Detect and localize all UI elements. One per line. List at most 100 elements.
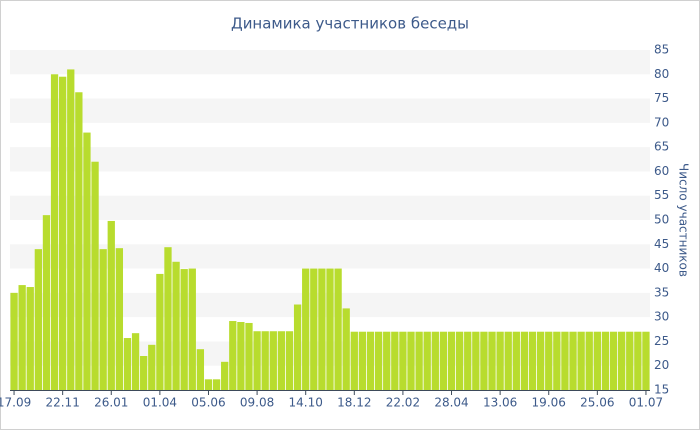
- bar: [245, 322, 253, 390]
- bar: [204, 379, 213, 390]
- bar: [310, 268, 318, 390]
- bar: [59, 76, 67, 390]
- x-tick-label: 25.06: [580, 396, 614, 410]
- bar: [447, 331, 456, 390]
- x-tick-label: 01.07: [629, 396, 663, 410]
- bar: [10, 292, 18, 390]
- bar: [366, 331, 375, 390]
- bar: [172, 261, 180, 390]
- bar: [350, 331, 358, 390]
- x-tick-label: 05.06: [191, 396, 225, 410]
- y-tick-label: 55: [654, 188, 669, 202]
- bar: [269, 331, 277, 390]
- bar: [618, 331, 626, 390]
- bar: [67, 69, 75, 390]
- grid-band: [10, 147, 650, 172]
- x-tick-label: 22.11: [45, 396, 79, 410]
- bar: [407, 331, 415, 390]
- bar: [302, 268, 310, 390]
- x-tick-label: 19.06: [532, 396, 566, 410]
- bar: [480, 331, 488, 390]
- bar: [464, 331, 472, 390]
- bar: [488, 331, 496, 390]
- y-tick-label: 40: [654, 261, 669, 275]
- bar: [277, 331, 286, 390]
- bar: [164, 247, 172, 390]
- bar: [585, 331, 593, 390]
- bar: [253, 331, 261, 390]
- bar: [334, 268, 342, 390]
- bar: [601, 331, 610, 390]
- y-tick-label: 80: [654, 67, 669, 81]
- bar: [577, 331, 585, 390]
- bar: [626, 331, 634, 390]
- x-tick-label: 09.08: [240, 396, 274, 410]
- bar: [512, 331, 520, 390]
- bar: [293, 304, 302, 390]
- bar: [261, 331, 269, 390]
- bar: [99, 249, 107, 390]
- grid-band: [10, 195, 650, 220]
- bar: [374, 331, 383, 390]
- y-tick-label: 60: [654, 164, 669, 178]
- x-tick-label: 01.04: [143, 396, 177, 410]
- bar: [221, 361, 229, 390]
- bar: [229, 321, 237, 390]
- bar: [50, 74, 59, 391]
- bar: [634, 331, 642, 390]
- bar: [472, 331, 480, 390]
- bar: [439, 331, 448, 390]
- bar: [115, 248, 124, 390]
- bar: [528, 331, 537, 390]
- bar: [520, 331, 529, 390]
- bar: [423, 331, 431, 390]
- bar: [391, 331, 399, 390]
- bar: [593, 331, 601, 390]
- bar: [34, 249, 42, 390]
- bar: [496, 331, 504, 390]
- bar: [399, 331, 407, 390]
- bar: [642, 331, 650, 390]
- y-tick-label: 85: [654, 43, 669, 57]
- bar: [431, 331, 439, 390]
- bar: [553, 331, 561, 390]
- bar: [342, 308, 350, 390]
- bar: [75, 92, 83, 390]
- grid-band: [10, 50, 650, 75]
- y-tick-label: 65: [654, 140, 669, 154]
- x-tick-label: 26.01: [94, 396, 128, 410]
- bar: [156, 273, 164, 390]
- bar: [107, 220, 115, 390]
- bar: [415, 331, 423, 390]
- x-tick-label: 28.04: [434, 396, 468, 410]
- x-tick-label: 17.09: [0, 396, 31, 410]
- y-axis-title: Число участников: [677, 163, 691, 277]
- bar: [326, 268, 334, 390]
- bar: [180, 269, 188, 390]
- bar: [18, 285, 26, 390]
- x-tick-label: 14.10: [289, 396, 323, 410]
- y-tick-label: 45: [654, 237, 669, 251]
- y-tick-label: 20: [654, 358, 669, 372]
- y-tick-label: 15: [654, 383, 669, 397]
- bar: [237, 322, 245, 390]
- bar: [212, 379, 221, 390]
- bar: [285, 331, 294, 390]
- bar: [561, 331, 569, 390]
- bar: [91, 161, 99, 390]
- y-tick-label: 50: [654, 213, 669, 227]
- bar: [383, 331, 391, 390]
- bar: [455, 331, 464, 390]
- bar: [148, 344, 156, 390]
- bar: [83, 132, 91, 391]
- x-tick-label: 22.02: [386, 396, 420, 410]
- bar: [26, 287, 34, 390]
- bar: [188, 268, 196, 390]
- bar: [545, 331, 553, 390]
- bar: [131, 333, 140, 390]
- bar: [504, 331, 512, 390]
- chart-title: Динамика участников беседы: [231, 15, 469, 33]
- bar: [536, 331, 545, 390]
- y-tick-label: 25: [654, 334, 669, 348]
